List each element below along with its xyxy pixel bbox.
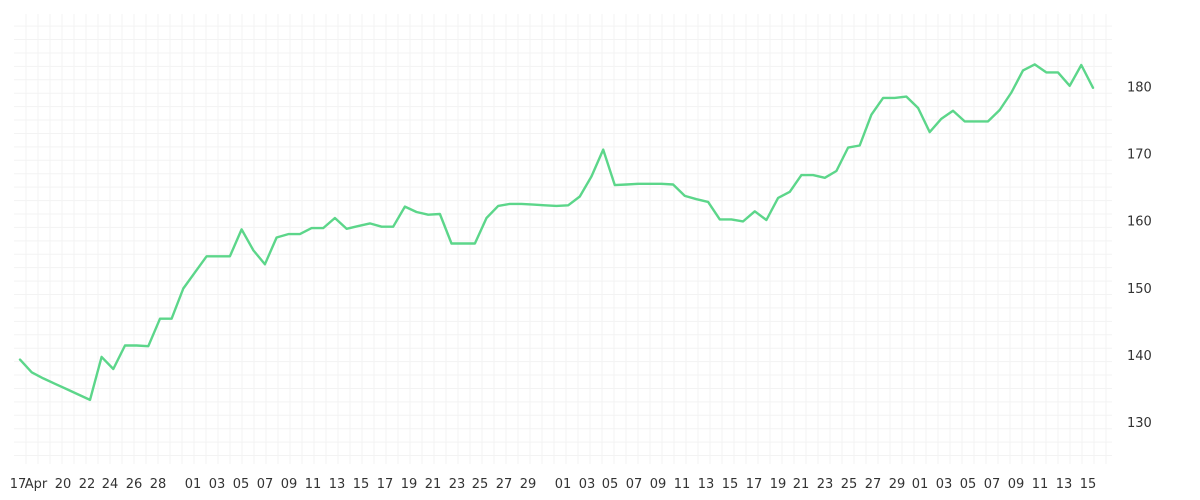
x-tick-label: 15 bbox=[1080, 477, 1097, 492]
x-tick-label: 11 bbox=[674, 477, 691, 492]
x-tick-label: 13 bbox=[1056, 477, 1073, 492]
x-tick-label: 27 bbox=[865, 477, 882, 492]
x-tick-label: 23 bbox=[817, 477, 834, 492]
x-tick-label: 03 bbox=[209, 477, 226, 492]
series-line bbox=[18, 63, 1095, 402]
y-tick-label: 150 bbox=[1127, 282, 1152, 297]
x-tick-label: 05 bbox=[602, 477, 619, 492]
series-group bbox=[18, 63, 1095, 402]
x-tick-label: 13 bbox=[698, 477, 715, 492]
x-tick-label: 25 bbox=[472, 477, 489, 492]
x-tick-label: 19 bbox=[401, 477, 418, 492]
grid bbox=[14, 14, 1112, 464]
y-tick-label: 140 bbox=[1127, 349, 1152, 364]
y-tick-label: 170 bbox=[1127, 148, 1152, 163]
x-tick-label: 24 bbox=[102, 477, 119, 492]
x-tick-label: 01 bbox=[555, 477, 572, 492]
x-tick-label: 17 bbox=[10, 477, 27, 492]
x-tick-label: 25 bbox=[841, 477, 858, 492]
x-tick-label: 21 bbox=[425, 477, 442, 492]
y-tick-label: 180 bbox=[1127, 81, 1152, 96]
x-tick-label: 15 bbox=[722, 477, 739, 492]
x-tick-label: 11 bbox=[305, 477, 322, 492]
x-tick-label: 05 bbox=[233, 477, 250, 492]
x-tick-label: 17 bbox=[746, 477, 763, 492]
x-tick-label: 01 bbox=[912, 477, 929, 492]
x-tick-label: 13 bbox=[329, 477, 346, 492]
x-tick-label: 09 bbox=[281, 477, 298, 492]
x-tick-label: 07 bbox=[626, 477, 643, 492]
x-tick-label: 03 bbox=[579, 477, 596, 492]
x-tick-label: Apr bbox=[25, 477, 48, 492]
x-tick-label: 05 bbox=[960, 477, 977, 492]
x-tick-label: 27 bbox=[496, 477, 513, 492]
x-tick-label: 11 bbox=[1032, 477, 1049, 492]
x-tick-label: 09 bbox=[650, 477, 667, 492]
x-tick-label: 09 bbox=[1008, 477, 1025, 492]
x-tick-label: 03 bbox=[936, 477, 953, 492]
x-tick-label: 17 bbox=[377, 477, 394, 492]
x-tick-label: 01 bbox=[185, 477, 202, 492]
x-tick-label: 26 bbox=[126, 477, 143, 492]
x-tick-label: 28 bbox=[150, 477, 167, 492]
x-tick-label: 21 bbox=[793, 477, 810, 492]
y-axis: 130 140 150 160 170 180 bbox=[1127, 81, 1152, 432]
x-tick-label: 20 bbox=[55, 477, 72, 492]
x-tick-label: 07 bbox=[984, 477, 1001, 492]
x-tick-label: 23 bbox=[449, 477, 466, 492]
x-tick-label: 29 bbox=[889, 477, 906, 492]
y-tick-label: 130 bbox=[1127, 416, 1152, 431]
y-tick-label: 160 bbox=[1127, 215, 1152, 230]
x-tick-label: 19 bbox=[770, 477, 787, 492]
x-tick-label: 29 bbox=[520, 477, 537, 492]
x-tick-label: 15 bbox=[353, 477, 370, 492]
x-tick-label: 22 bbox=[79, 477, 96, 492]
x-tick-label: 07 bbox=[257, 477, 274, 492]
